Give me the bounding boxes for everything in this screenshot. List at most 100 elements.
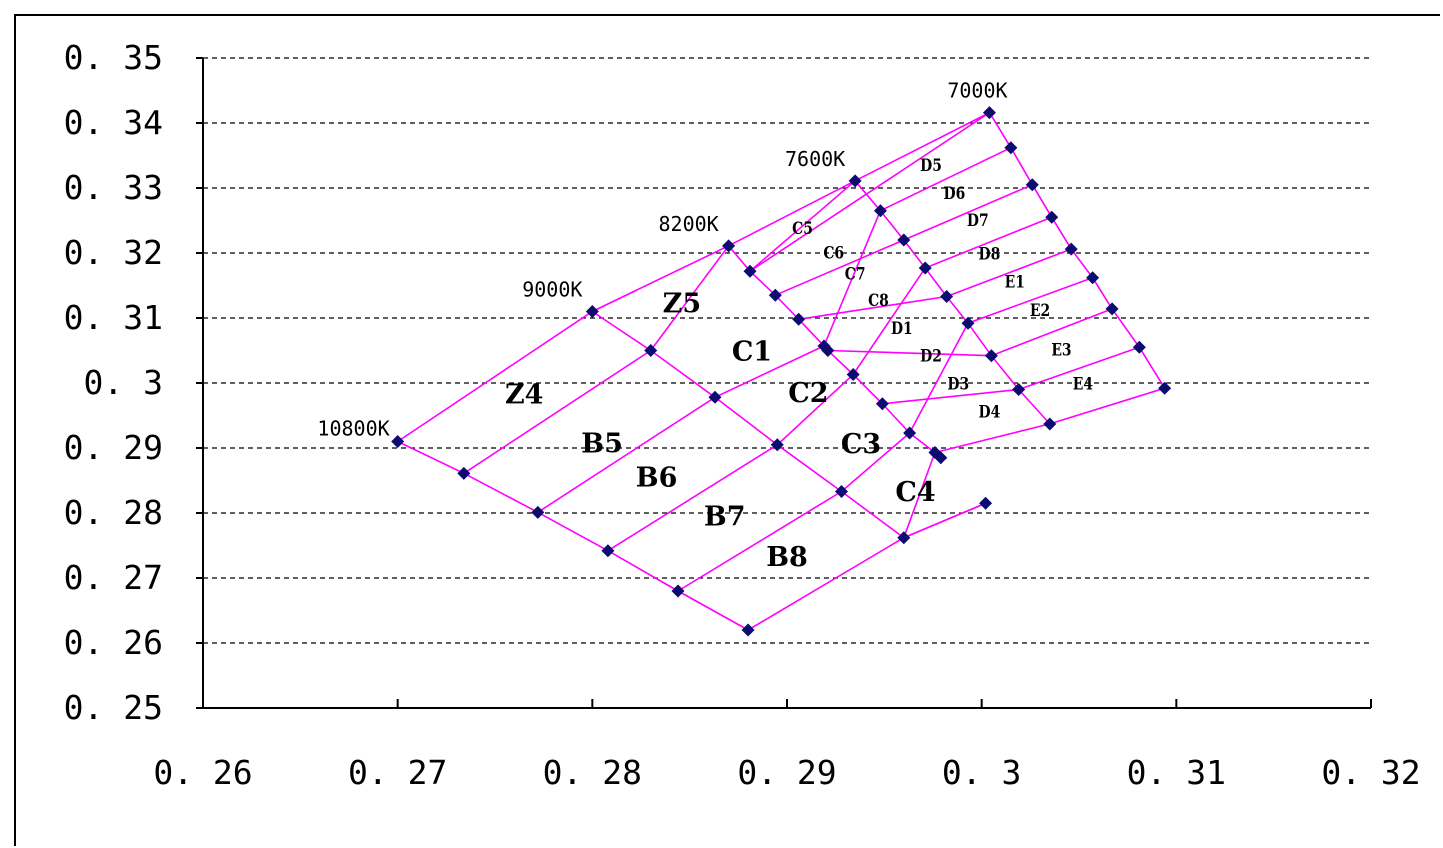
- y-tick-label: 0. 26: [64, 623, 163, 662]
- data-point: [644, 344, 658, 357]
- x-tick-label: 0. 3: [942, 753, 1021, 792]
- data-point: [1025, 178, 1039, 192]
- data-point: [722, 239, 736, 253]
- data-point: [1043, 417, 1057, 431]
- bin-label: C1: [732, 337, 772, 368]
- data-point: [531, 505, 545, 519]
- bin-label: C6: [823, 242, 844, 263]
- bin-label: B6: [636, 463, 678, 494]
- bin-label: C7: [845, 263, 866, 284]
- bin-label: D5: [920, 155, 942, 176]
- bin-label: E4: [1073, 373, 1093, 394]
- data-point: [1064, 242, 1078, 256]
- data-point: [743, 264, 757, 278]
- data-point: [741, 623, 755, 637]
- data-point: [601, 544, 615, 558]
- grid-lines: [203, 57, 1371, 644]
- y-tick-label: 0. 31: [64, 298, 163, 337]
- data-point: [457, 466, 471, 480]
- bin-label: B8: [766, 542, 808, 573]
- bin-label: D6: [944, 182, 966, 203]
- data-point: [391, 435, 405, 448]
- bin-label: C4: [895, 477, 935, 508]
- y-tick-label: 0. 25: [64, 688, 163, 727]
- bin-label: D8: [979, 243, 1001, 264]
- data-point: [934, 451, 948, 465]
- y-tick-label: 0. 3: [84, 363, 163, 402]
- data-point: [821, 344, 835, 357]
- axes: [196, 57, 1372, 709]
- data-point: [846, 368, 860, 382]
- bin-label: D2: [920, 345, 942, 366]
- data-point: [768, 288, 782, 302]
- y-tick-label: 0. 28: [64, 493, 163, 532]
- data-point: [897, 233, 911, 247]
- temperature-label: 9000K: [522, 278, 582, 302]
- y-tick-label: 0. 35: [64, 38, 163, 77]
- x-tick-label: 0. 29: [737, 753, 836, 792]
- bin-label: Z4: [505, 380, 544, 411]
- bin-label: D3: [947, 373, 969, 394]
- data-point: [918, 261, 932, 275]
- data-point: [903, 426, 917, 440]
- data-point: [792, 312, 806, 326]
- y-tick-label: 0. 29: [64, 428, 163, 467]
- bin-label: E2: [1030, 299, 1050, 320]
- bin-label: B5: [581, 428, 623, 459]
- data-point: [875, 397, 889, 411]
- temperature-label: 8200K: [658, 212, 718, 236]
- data-point: [873, 204, 887, 218]
- y-tick-label: 0. 33: [64, 168, 163, 207]
- bin-label: B7: [704, 502, 746, 533]
- data-point: [848, 174, 862, 188]
- y-tick-label: 0. 32: [64, 233, 163, 272]
- data-point: [982, 106, 996, 120]
- x-tick-label: 0. 26: [153, 753, 252, 792]
- bin-boundary-line: [749, 111, 990, 272]
- data-point: [940, 290, 954, 304]
- bin-label: C5: [792, 218, 813, 239]
- data-point: [961, 316, 975, 330]
- data-point: [585, 305, 599, 318]
- data-point: [1004, 141, 1018, 155]
- x-tick-label: 0. 32: [1321, 753, 1420, 792]
- temperature-label: 10800K: [317, 417, 389, 441]
- bin-label: C8: [868, 290, 889, 311]
- data-points: [391, 106, 1172, 637]
- bin-boundary-line: [397, 440, 749, 631]
- bin-label: D7: [967, 210, 989, 231]
- bin-label: E3: [1051, 339, 1071, 360]
- bin-boundary-line: [747, 387, 1165, 631]
- chart-frame: [14, 14, 1440, 846]
- bin-boundary-line: [397, 111, 990, 443]
- bin-boundary-line: [903, 502, 986, 539]
- x-tick-label: 0. 28: [543, 753, 642, 792]
- bin-label: C3: [841, 429, 881, 460]
- data-point: [770, 438, 784, 452]
- bin-label: D4: [979, 401, 1001, 422]
- data-point: [1105, 302, 1119, 316]
- temperature-label: 7000K: [947, 79, 1007, 103]
- data-point: [1086, 271, 1100, 285]
- bin-label: D1: [891, 318, 913, 339]
- x-tick-label: 0. 31: [1127, 753, 1226, 792]
- bin-boundary-line: [677, 276, 1093, 592]
- data-point: [984, 349, 998, 363]
- bin-label: Z5: [663, 289, 702, 320]
- data-point: [1045, 210, 1059, 224]
- data-point: [1158, 381, 1172, 395]
- data-point: [897, 531, 911, 545]
- data-point: [835, 485, 849, 499]
- data-point: [1012, 383, 1026, 396]
- bin-label: E1: [1005, 271, 1025, 292]
- x-tick-label: 0. 27: [348, 753, 447, 792]
- y-tick-label: 0. 27: [64, 558, 163, 597]
- data-point: [708, 390, 722, 404]
- bin-boundary-line: [749, 180, 856, 272]
- data-point: [979, 496, 993, 510]
- bin-label: C2: [788, 378, 828, 409]
- labels: 0. 35 0. 34 0. 33 0. 32 0. 31 0. 3 0. 29 0. 28 0…: [64, 38, 1421, 792]
- y-tick-label: 0. 34: [64, 103, 163, 142]
- data-point: [1132, 340, 1146, 354]
